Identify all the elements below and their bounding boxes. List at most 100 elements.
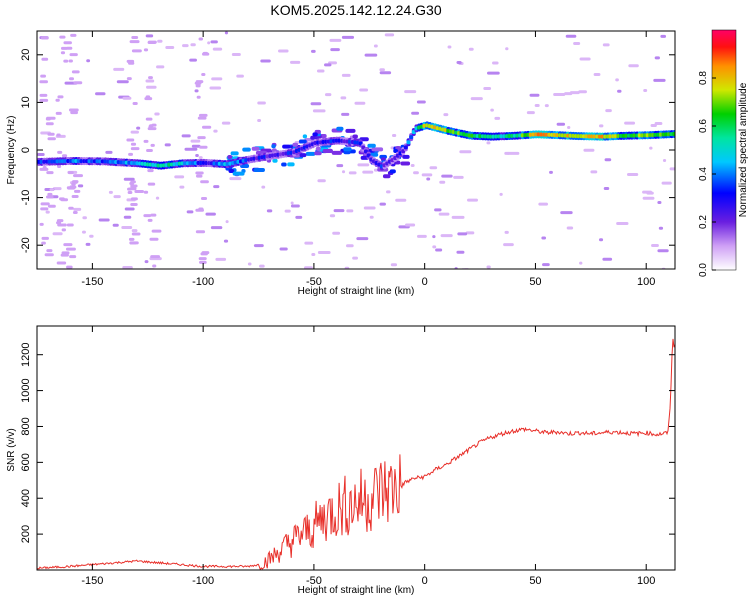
spectrogram-noise-cell (42, 166, 47, 170)
snr-frame (36, 325, 676, 571)
spectrogram-noise-cell (362, 170, 374, 174)
spectrogram-x-tick-label: 50 (529, 276, 541, 288)
spectrogram-noise-cell (341, 170, 346, 174)
spectrogram-cell (281, 162, 287, 167)
spectrogram-noise-cell (126, 138, 135, 142)
spectrogram-noise-cell (346, 244, 354, 248)
spectrogram-noise-cell (41, 241, 46, 245)
spectrogram-noise-cell (529, 93, 540, 97)
spectrogram-noise-cell (357, 163, 370, 167)
spectrogram-noise-cell (70, 33, 77, 37)
spectrogram-noise-cell (147, 218, 153, 222)
spectrogram-noise-cell (134, 190, 145, 194)
spectrogram-cell (371, 147, 384, 152)
spectrogram-noise-cell (123, 215, 132, 219)
spectrogram-y-tick-label: -20 (20, 237, 32, 253)
spectrogram-noise-cell (197, 116, 207, 120)
colorbar-ticks: 0.0 0.2 0.4 0.6 0.8 (698, 71, 716, 277)
spectrogram-noise-cell (260, 59, 271, 63)
spectrogram-noise-cell (490, 108, 494, 112)
spectrogram-cell (406, 140, 411, 145)
spectrogram-noise-cell (236, 74, 244, 78)
spectrogram-noise-cell (332, 231, 341, 235)
snr-x-tick-label: 50 (529, 575, 541, 587)
spectrogram-noise-cell (470, 97, 483, 101)
spectrogram-y-axis-label: Frequency (Hz) (6, 116, 17, 185)
spectrogram-noise-cell (198, 156, 203, 160)
spectrogram-cell (272, 158, 278, 163)
spectrogram-noise-cell (333, 209, 345, 213)
spectrogram-noise-cell (329, 214, 336, 218)
snr-x-tick-label: -100 (192, 575, 214, 587)
spectrogram-noise-cell (55, 111, 62, 115)
spectrogram-noise-cell (341, 35, 355, 39)
spectrogram-noise-cell (346, 209, 354, 213)
spectrogram-noise-cell (61, 154, 68, 158)
spectrogram-noise-cell (579, 57, 591, 61)
snr-panel: -150 -100 -50 0 50 100 200 400 600 800 1000 1200 H… (6, 325, 676, 596)
spectrogram-noise-cell (98, 218, 110, 222)
spectrogram-noise-cell (122, 96, 132, 100)
spectrogram-noise-cell (69, 77, 74, 81)
spectrogram-noise-cell (593, 73, 601, 77)
spectrogram-cell (345, 128, 356, 133)
spectrogram-noise-cell (215, 257, 227, 261)
spectrogram-noise-cell (373, 44, 378, 48)
spectrogram-noise-cell (602, 257, 613, 261)
spectrogram-noise-cell (71, 194, 79, 198)
spectrogram-x-tick-label: -150 (81, 276, 103, 288)
spectrogram-noise-cell (156, 65, 165, 69)
spectrogram-cell (305, 151, 316, 156)
spectrogram-noise-cell (60, 253, 69, 257)
spectrogram-noise-cell (487, 71, 500, 75)
spectrogram-noise-cell (434, 208, 442, 212)
spectrogram-noise-cell (624, 121, 636, 125)
spectrogram-cell (312, 132, 318, 137)
spectrogram-noise-cell (457, 232, 468, 236)
spectrogram-noise-cell (129, 241, 137, 245)
spectrogram-x-axis-label: Height of straight line (km) (298, 286, 415, 297)
spectrogram-noise-cell (441, 174, 453, 178)
spectrogram-noise-cell (63, 59, 69, 63)
spectrogram-noise-cell (340, 96, 347, 100)
snr-y-tick-label: 200 (20, 525, 32, 543)
spectrogram-cell (403, 145, 408, 150)
spectrogram-noise-cell (626, 172, 639, 176)
snr-x-tick-label: 0 (422, 575, 428, 587)
spectrogram-noise-cell (583, 148, 595, 152)
spectrogram-noise-cell (207, 41, 211, 45)
spectrogram-noise-cell (261, 185, 266, 189)
spectrogram-noise-cell (197, 136, 206, 140)
spectrogram-noise-cell (669, 167, 675, 171)
spectrogram-noise-cell (152, 264, 157, 268)
snr-x-axis-label: Height of straight line (km) (298, 585, 415, 596)
snr-y-tick-label: 400 (20, 489, 32, 507)
spectrogram-noise-cell (74, 189, 81, 193)
spectrogram-noise-cell (121, 225, 133, 229)
spectrogram-noise-cell (95, 92, 106, 96)
spectrogram-noise-cell (253, 244, 264, 248)
spectrogram-noise-cell (290, 60, 301, 64)
spectrogram-noise-cell (198, 113, 208, 117)
spectrogram-noise-cell (205, 212, 216, 216)
spectrogram-noise-cell (662, 159, 667, 163)
spectrogram-noise-cell (417, 234, 427, 238)
spectrogram-noise-cell (130, 180, 136, 184)
spectrogram-noise-cell (198, 257, 207, 261)
spectrogram-noise-cell (369, 215, 374, 219)
spectrogram-noise-cell (440, 234, 453, 238)
snr-y-axis-label: SNR (v/v) (6, 428, 17, 471)
spectrogram-noise-cell (304, 266, 313, 269)
spectrogram-noise-cell (130, 203, 138, 207)
spectrogram-noise-cell (310, 102, 322, 106)
spectrogram-x-tick-label: -100 (192, 276, 214, 288)
spectrogram-noise-cell (416, 100, 426, 104)
spectrogram-noise-cell (73, 174, 83, 178)
spectrogram-noise-cell (147, 127, 157, 131)
spectrogram-noise-cell (658, 226, 664, 230)
spectrogram-noise-cell (295, 215, 303, 219)
spectrogram-noise-cell (590, 170, 598, 174)
spectrogram-noise-cell (223, 239, 229, 243)
